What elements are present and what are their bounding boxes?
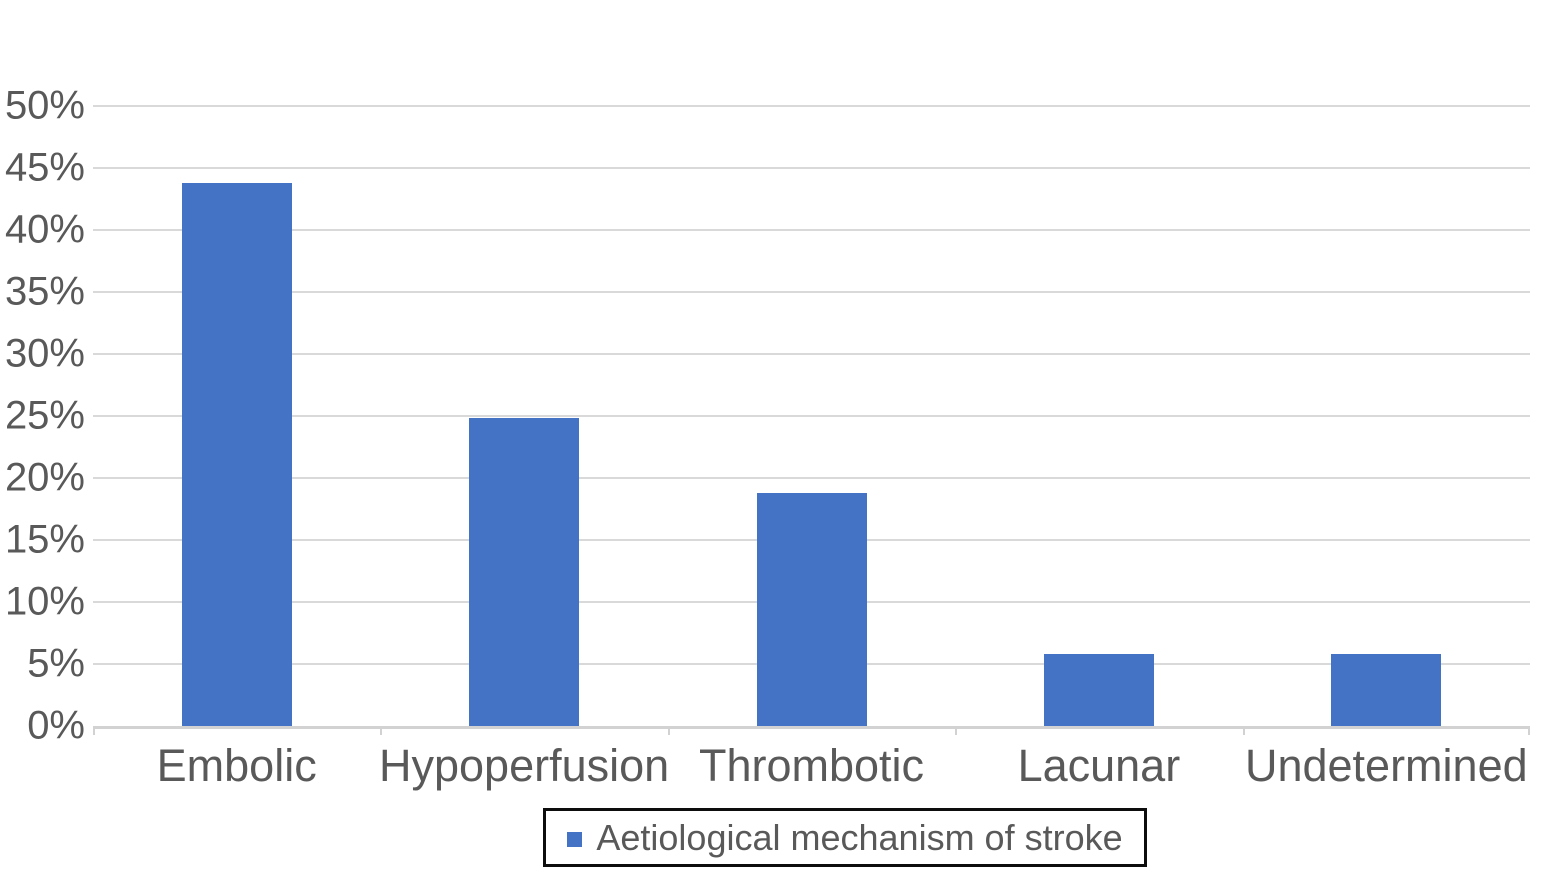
y-tick-label-20%: 20% (4, 455, 85, 500)
gridline-35% (93, 291, 1530, 293)
gridline-30% (93, 353, 1530, 355)
x-category-label-thrombotic: Thrombotic (698, 740, 925, 791)
bar-hypoperfusion (469, 418, 580, 726)
gridline-50% (93, 105, 1530, 107)
y-tick-label-45%: 45% (4, 145, 85, 190)
gridline-25% (93, 415, 1530, 417)
y-tick-label-15%: 15% (4, 517, 85, 562)
x-category-label-lacunar: Lacunar (1017, 740, 1181, 791)
bar-undetermined (1331, 654, 1442, 726)
legend-swatch (567, 832, 583, 847)
x-axis-tick (1242, 726, 1245, 735)
y-tick-label-40%: 40% (4, 207, 85, 252)
legend: Aetiological mechanism of stroke (543, 808, 1147, 867)
y-tick-label-35%: 35% (4, 269, 85, 314)
bar-lacunar (1043, 654, 1154, 726)
y-tick-label-30%: 30% (4, 331, 85, 376)
x-category-label-embolic: Embolic (156, 740, 317, 791)
bar-embolic (181, 183, 292, 726)
y-tick-label-0%: 0% (27, 703, 85, 748)
y-tick-label-10%: 10% (4, 579, 85, 624)
y-tick-label-50%: 50% (4, 83, 85, 128)
x-axis-tick (380, 726, 383, 735)
x-axis-tick (955, 726, 958, 735)
gridline-20% (93, 477, 1530, 479)
gridline-45% (93, 167, 1530, 169)
x-axis-tick (667, 726, 670, 735)
legend-label: Aetiological mechanism of stroke (596, 816, 1123, 858)
y-tick-label-25%: 25% (4, 393, 85, 438)
bar-thrombotic (756, 493, 867, 726)
y-axis-labels: 0% 5% 10% 15% 20% 25% 30% 35% 40% 45% 50% (0, 0, 85, 874)
gridline-40% (93, 229, 1530, 231)
plot-area (93, 105, 1530, 735)
x-category-label-hypoperfusion: Hypoperfusion (379, 740, 670, 791)
y-tick-label-5%: 5% (27, 641, 85, 686)
x-category-label-undetermined: Undetermined (1244, 740, 1528, 791)
x-axis-tick (93, 726, 95, 735)
x-axis-tick (1528, 726, 1530, 735)
